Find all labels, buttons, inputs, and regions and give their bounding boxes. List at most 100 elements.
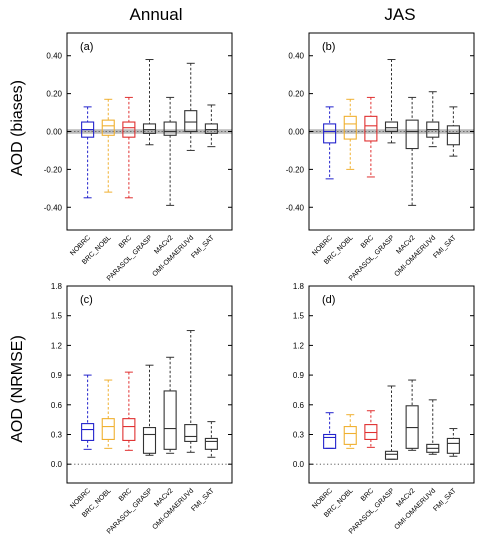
box-brc — [122, 96, 136, 199]
box-iqr — [384, 121, 399, 133]
box-iqr — [101, 418, 115, 440]
y-tick-label: 0.20 — [288, 90, 304, 99]
y-tick-label: 0.20 — [46, 90, 62, 99]
zero-band — [67, 129, 232, 134]
y-tick-label: 0.00 — [288, 128, 304, 137]
y-tick-label: 1.8 — [293, 282, 305, 291]
y-tick-label: 0.6 — [51, 401, 63, 410]
y-tick-label: 0.3 — [293, 430, 305, 439]
box-iqr — [384, 450, 399, 460]
box-nobrc — [81, 106, 95, 199]
x-tick-label: BRC — [118, 487, 133, 502]
y-tick-label: 0.40 — [288, 52, 304, 61]
x-tick-label: OMI-OMAERUVd — [393, 234, 437, 278]
panel-label: (a) — [80, 41, 93, 53]
x-tick-label: OMI-OMAERUVd — [151, 487, 195, 531]
box-fmi-sat — [204, 421, 218, 458]
y-tick-label: 0.6 — [293, 401, 305, 410]
y-tick-label: 1.2 — [293, 341, 305, 350]
panel-label: (c) — [80, 294, 93, 306]
box-iqr — [142, 123, 157, 134]
y-tick-label: -0.40 — [44, 203, 63, 212]
y-tick-label: 1.8 — [51, 282, 63, 291]
box-iqr — [343, 426, 357, 445]
box-fmi-sat — [446, 106, 460, 157]
y-tick-label: 0.40 — [46, 52, 62, 61]
y-tick-label: 0.9 — [51, 371, 63, 380]
box-nobrc — [323, 412, 337, 449]
box-brc — [364, 410, 378, 448]
box-fmi-sat — [204, 104, 218, 148]
x-tick-label: FMI_SAT — [432, 234, 458, 260]
y-tick-label: 1.5 — [293, 312, 305, 321]
plot-frame — [308, 285, 475, 484]
box-omi-omaeruvd — [426, 91, 440, 148]
panel-label: (b) — [322, 41, 335, 53]
x-tick-label: FMI_SAT — [190, 487, 216, 513]
box-parasol-grasp — [142, 364, 157, 456]
y-tick-label: -0.20 — [44, 165, 63, 174]
y-tick-label: 0.00 — [46, 128, 62, 137]
box-iqr — [122, 418, 136, 441]
box-iqr — [101, 119, 115, 136]
y-tick-label: -0.40 — [286, 203, 305, 212]
x-tick-label: BRC — [118, 234, 133, 249]
y-tick-label: 0.0 — [51, 460, 63, 469]
x-tick-label: BRC — [360, 487, 375, 502]
box-iqr — [446, 437, 460, 454]
x-tick-label: FMI_SAT — [190, 234, 216, 260]
box-iqr — [446, 125, 460, 146]
box-iqr — [163, 390, 177, 450]
box-iqr — [163, 121, 177, 136]
box-brc — [364, 96, 378, 178]
x-tick-label: OMI-OMAERUVd — [151, 234, 195, 278]
column-title-jas: JAS — [384, 5, 415, 24]
y-tick-label: 1.5 — [51, 312, 63, 321]
box-iqr — [184, 110, 198, 133]
box-iqr — [184, 424, 198, 442]
y-tick-label: 0.3 — [51, 430, 63, 439]
box-macv2 — [163, 96, 177, 206]
box-macv2 — [405, 96, 419, 206]
row-label-nrmse: AOD (NRMSE) — [9, 335, 26, 443]
box-omi-omaeruvd — [426, 399, 440, 455]
box-iqr — [343, 115, 357, 140]
box-iqr — [204, 123, 218, 134]
box-macv2 — [405, 379, 419, 451]
box-parasol-grasp — [384, 59, 399, 144]
box-nobrc — [81, 374, 95, 450]
box-fmi-sat — [446, 428, 460, 457]
box-brc-nobl — [343, 98, 357, 170]
box-iqr — [364, 115, 378, 142]
box-brc-nobl — [101, 379, 115, 449]
box-macv2 — [163, 356, 177, 454]
box-iqr — [323, 433, 337, 449]
y-tick-label: 0.0 — [293, 460, 305, 469]
box-brc-nobl — [101, 98, 115, 193]
box-omi-omaeruvd — [184, 62, 198, 151]
box-parasol-grasp — [384, 385, 399, 460]
box-nobrc — [323, 106, 337, 180]
column-title-annual: Annual — [130, 5, 183, 24]
box-iqr — [204, 437, 218, 450]
box-brc-nobl — [343, 414, 357, 449]
box-iqr — [142, 427, 157, 454]
box-iqr — [323, 123, 337, 144]
plot-frame — [66, 285, 233, 484]
box-omi-omaeruvd — [184, 330, 198, 453]
box-iqr — [405, 119, 419, 150]
box-brc — [122, 371, 136, 451]
panel-label: (d) — [322, 294, 335, 306]
y-tick-label: -0.20 — [286, 165, 305, 174]
box-iqr — [122, 121, 136, 138]
box-parasol-grasp — [142, 59, 157, 146]
x-tick-label: BRC — [360, 234, 375, 249]
x-tick-label: OMI-OMAERUVd — [393, 487, 437, 531]
y-tick-label: 0.9 — [293, 371, 305, 380]
